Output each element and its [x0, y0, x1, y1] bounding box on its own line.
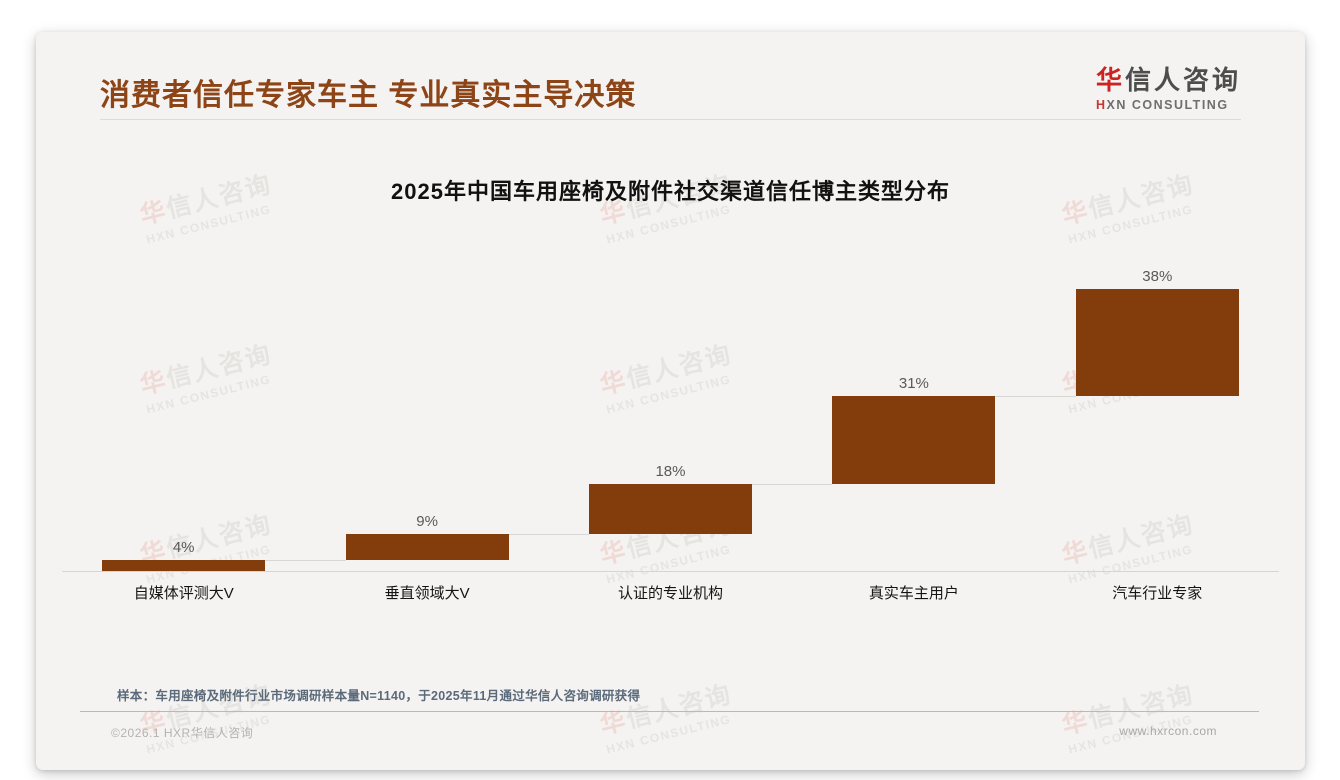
chart-title: 2025年中国车用座椅及附件社交渠道信任博主类型分布 [391, 179, 950, 204]
axis-baseline [62, 571, 1279, 572]
category-label: 真实车主用户 [868, 585, 959, 602]
website-url: www.hxrcon.com [1119, 724, 1217, 738]
bar-value-label: 38% [1142, 268, 1173, 285]
waterfall-bar [832, 396, 996, 484]
page-title: 消费者信任专家车主 专业真实主导决策 [100, 79, 637, 112]
bar-value-label: 31% [898, 375, 929, 393]
waterfall-bar [1075, 289, 1239, 397]
connector-line [508, 534, 589, 536]
brand-logo: 华信人咨询 HXN CONSULTING [1096, 60, 1241, 112]
category-label: 汽车行业专家 [1112, 585, 1203, 602]
waterfall-bar [345, 534, 509, 560]
bar-value-label: 9% [416, 513, 438, 531]
brand-logo-en: HXN CONSULTING [1096, 98, 1241, 112]
sample-note: 样本：车用座椅及附件行业市场调研样本量N=1140，于2025年11月通过华信人… [117, 689, 641, 703]
bar-value-label: 18% [655, 462, 686, 480]
brand-logo-en-accent: H [1095, 98, 1107, 112]
connector-line [752, 483, 833, 485]
brand-logo-cn-text: 信人咨询 [1124, 65, 1241, 95]
waterfall-chart: 4% 自媒体评测大V 9% 垂直领域大V 18% 认证的专业机构 31% 真实车主用户 38% 汽… [62, 250, 1279, 622]
brand-logo-cn: 华信人咨询 [1096, 60, 1241, 97]
category-label: 垂直领域大V [384, 585, 470, 602]
waterfall-bar [589, 483, 752, 535]
bar-value-label: 4% [172, 538, 195, 556]
waterfall-bar [102, 559, 266, 571]
header-divider [100, 119, 1241, 120]
brand-logo-cn-accent: 华 [1095, 65, 1125, 95]
footer-divider [80, 711, 1259, 712]
connector-line [265, 559, 346, 561]
category-label: 自媒体评测大V [133, 585, 234, 602]
copyright-text: ©2026.1 HXR华信人咨询 [111, 726, 254, 740]
connector-line [995, 396, 1076, 398]
slide-content: 消费者信任专家车主 专业真实主导决策 华信人咨询 HXN CONSULTING … [36, 32, 1305, 770]
footer-row: ©2026.1 HXR华信人咨询 www.hxrcon.com [36, 724, 1305, 740]
category-label: 认证的专业机构 [617, 585, 723, 602]
slide-card: 华信人咨询 HXN CONSULTING 华信人咨询 HXN CONSULTING 华信… [36, 32, 1305, 770]
brand-logo-en-text: XN CONSULTING [1106, 98, 1229, 112]
